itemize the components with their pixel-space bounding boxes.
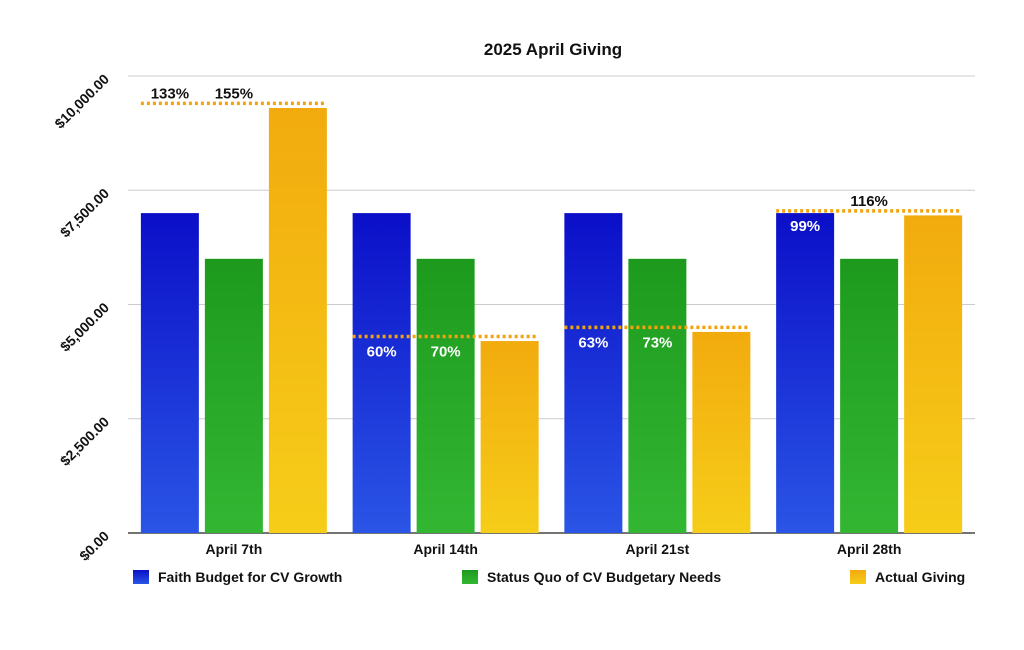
legend-swatch — [133, 570, 149, 584]
reference-lines — [140, 101, 963, 339]
x-category-label: April 14th — [413, 541, 478, 557]
x-category-label: April 28th — [837, 541, 902, 557]
bar-faith-budget — [776, 213, 835, 533]
legend-swatch — [850, 570, 866, 584]
legend-swatch — [462, 570, 478, 584]
legend: Faith Budget for CV Growth Status Quo of … — [133, 569, 965, 585]
bar-actual-giving — [480, 341, 539, 533]
bar-faith-budget — [564, 213, 623, 533]
x-category-label: April 7th — [205, 541, 262, 557]
bar-actual-giving — [904, 215, 963, 533]
y-tick-label: $10,000.00 — [51, 71, 112, 132]
legend-label: Faith Budget for CV Growth — [158, 569, 342, 585]
x-category-label: April 21st — [625, 541, 689, 557]
y-tick-label: $7,500.00 — [57, 185, 113, 241]
percentage-label: 155% — [215, 85, 253, 102]
bar-faith-budget — [352, 213, 411, 533]
percentage-label: 73% — [642, 334, 672, 351]
bar-status-quo — [204, 258, 263, 533]
percentage-annotations: 133% 155% 60% 70% 63% 73% 99% 116% — [151, 85, 888, 360]
bar-actual-giving — [692, 331, 751, 533]
percentage-label: 99% — [790, 218, 820, 235]
percentage-label: 116% — [850, 193, 888, 210]
percentage-label: 70% — [431, 343, 461, 360]
percentage-label: 133% — [151, 85, 189, 102]
y-tick-label: $0.00 — [76, 528, 112, 564]
legend-label: Actual Giving — [875, 569, 965, 585]
chart-title: 2025 April Giving — [484, 40, 622, 59]
y-tick-label: $2,500.00 — [57, 413, 113, 469]
bar-status-quo — [840, 258, 899, 533]
percentage-label: 63% — [578, 334, 608, 351]
legend-label: Status Quo of CV Budgetary Needs — [487, 569, 721, 585]
y-tick-label: $5,000.00 — [57, 299, 113, 355]
bar-actual-giving — [268, 107, 327, 534]
bar-status-quo — [416, 258, 475, 533]
bar-status-quo — [628, 258, 687, 533]
bars — [140, 107, 963, 534]
bar-faith-budget — [140, 213, 199, 533]
y-axis-ticks: $0.00 $2,500.00 $5,000.00 $7,500.00 $10,000.… — [51, 71, 112, 564]
x-axis-categories: April 7th April 14th April 21st April 28th — [205, 541, 901, 557]
percentage-label: 60% — [367, 343, 397, 360]
